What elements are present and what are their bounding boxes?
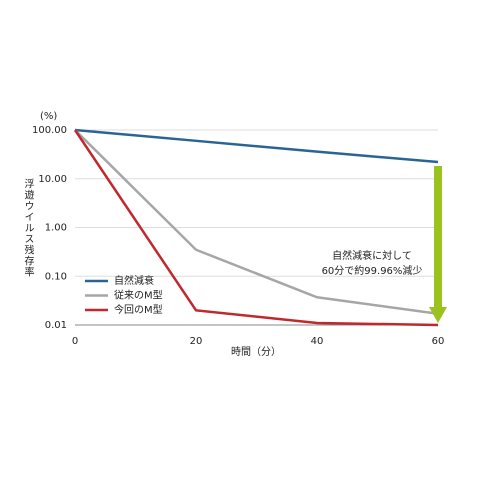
x-axis-title: 時間（分） <box>231 346 281 358</box>
legend-label: 自然減衰 <box>114 274 154 287</box>
y-tick-label: 1.00 <box>45 223 67 234</box>
series-line <box>73 129 439 327</box>
y-tick-label: 0.01 <box>45 320 67 331</box>
series-line <box>74 128 439 164</box>
y-unit: (%) <box>40 111 57 122</box>
y-axis-title: 浮遊ウイルス残存率 <box>22 178 34 277</box>
x-tick-label: 60 <box>432 336 445 347</box>
x-tick-label: 20 <box>190 336 203 347</box>
legend-label: 今回のM型 <box>114 303 163 316</box>
legend-label: 従来のM型 <box>114 289 163 302</box>
y-tick-label: 100.00 <box>32 125 67 136</box>
series-line <box>74 129 439 316</box>
y-tick-label: 0.10 <box>45 271 67 282</box>
annotation: 自然減衰に対して <box>332 249 412 262</box>
y-tick-label: 10.00 <box>38 174 67 185</box>
x-tick-label: 0 <box>72 336 78 347</box>
x-tick-label: 40 <box>311 336 324 347</box>
annotation: 60分で約99.96%減少 <box>322 264 423 277</box>
arrow-head <box>429 307 447 323</box>
